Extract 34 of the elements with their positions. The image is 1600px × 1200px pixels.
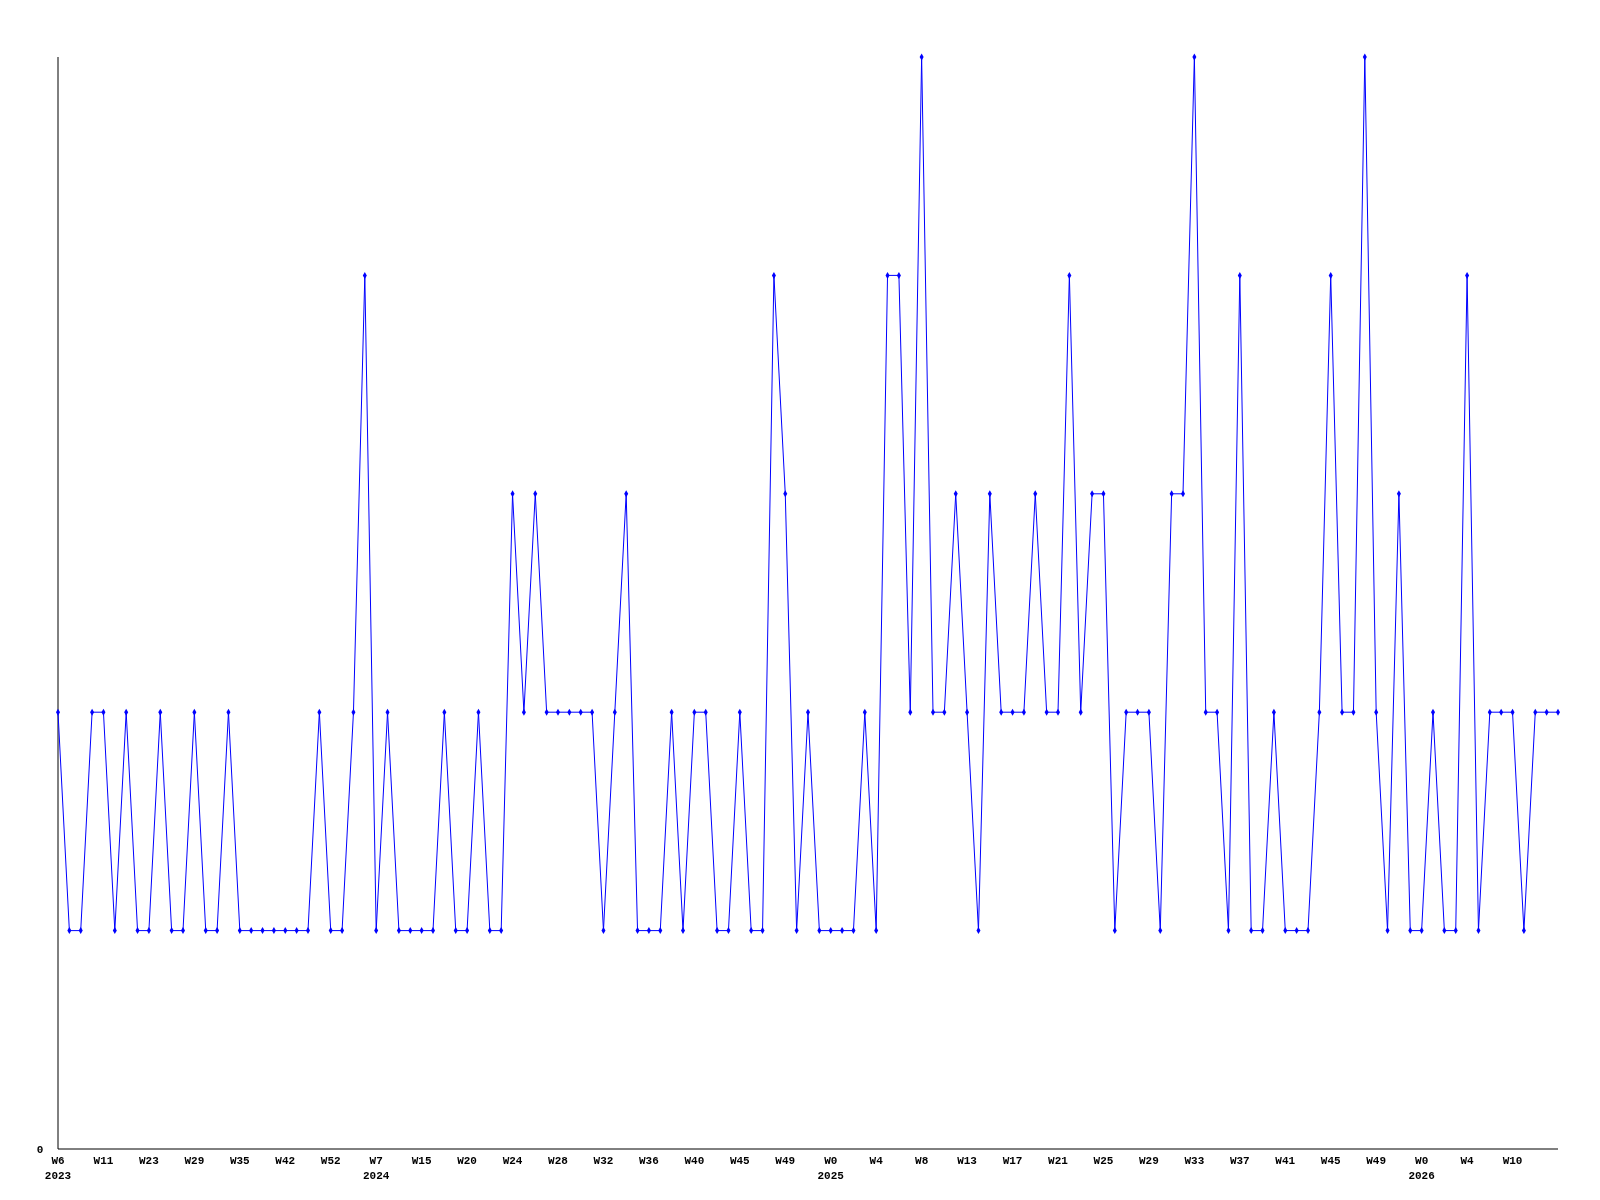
x-tick-label: W15 xyxy=(411,1155,432,1167)
x-tick-label: W25 xyxy=(1093,1155,1114,1167)
x-tick-label: W52 xyxy=(320,1155,341,1167)
x-tick-label: W21 xyxy=(1048,1155,1069,1167)
x-tick-label: W0 2026 xyxy=(1408,1155,1435,1182)
x-tick-label: W23 xyxy=(139,1155,160,1167)
x-tick-label: W4 xyxy=(869,1155,884,1167)
x-tick-label: W20 xyxy=(457,1155,477,1167)
x-tick-label: W28 xyxy=(548,1155,569,1167)
x-tick-label: W36 xyxy=(639,1155,659,1167)
x-tick-label: W45 xyxy=(729,1155,751,1167)
x-tick-label: W29 xyxy=(184,1155,205,1167)
x-tick-label: W37 xyxy=(1229,1155,1250,1167)
x-tick-label: W40 xyxy=(684,1155,705,1167)
x-tick-label: W11 xyxy=(93,1155,114,1167)
x-tick-label: W10 xyxy=(1502,1155,1523,1167)
x-tick-label: W7 2024 xyxy=(362,1155,390,1182)
text: 0 xyxy=(36,1144,44,1156)
x-tick-label: W24 xyxy=(502,1155,523,1167)
x-tick-label: W35 xyxy=(229,1155,251,1167)
x-tick-label: W29 xyxy=(1139,1155,1159,1167)
x-tick-label: W33 xyxy=(1184,1155,1205,1167)
x-tick-label: W4 xyxy=(1460,1155,1475,1167)
x-tick-label: W13 xyxy=(957,1155,978,1167)
x-tick-label: W6 2023 xyxy=(44,1155,72,1182)
x-tick-label: W17 xyxy=(1002,1155,1023,1167)
x-tick-label: W45 xyxy=(1320,1155,1342,1167)
x-tick-label: W32 xyxy=(593,1155,614,1167)
x-tick-label: W41 xyxy=(1275,1155,1296,1167)
x-tick-label: W8 xyxy=(915,1155,929,1167)
x-tick-label: W0 2025 xyxy=(817,1155,845,1182)
x-tick-label: W49 xyxy=(1366,1155,1387,1167)
x-tick-label: W49 xyxy=(775,1155,796,1167)
x-tick-label: W42 xyxy=(275,1155,296,1167)
